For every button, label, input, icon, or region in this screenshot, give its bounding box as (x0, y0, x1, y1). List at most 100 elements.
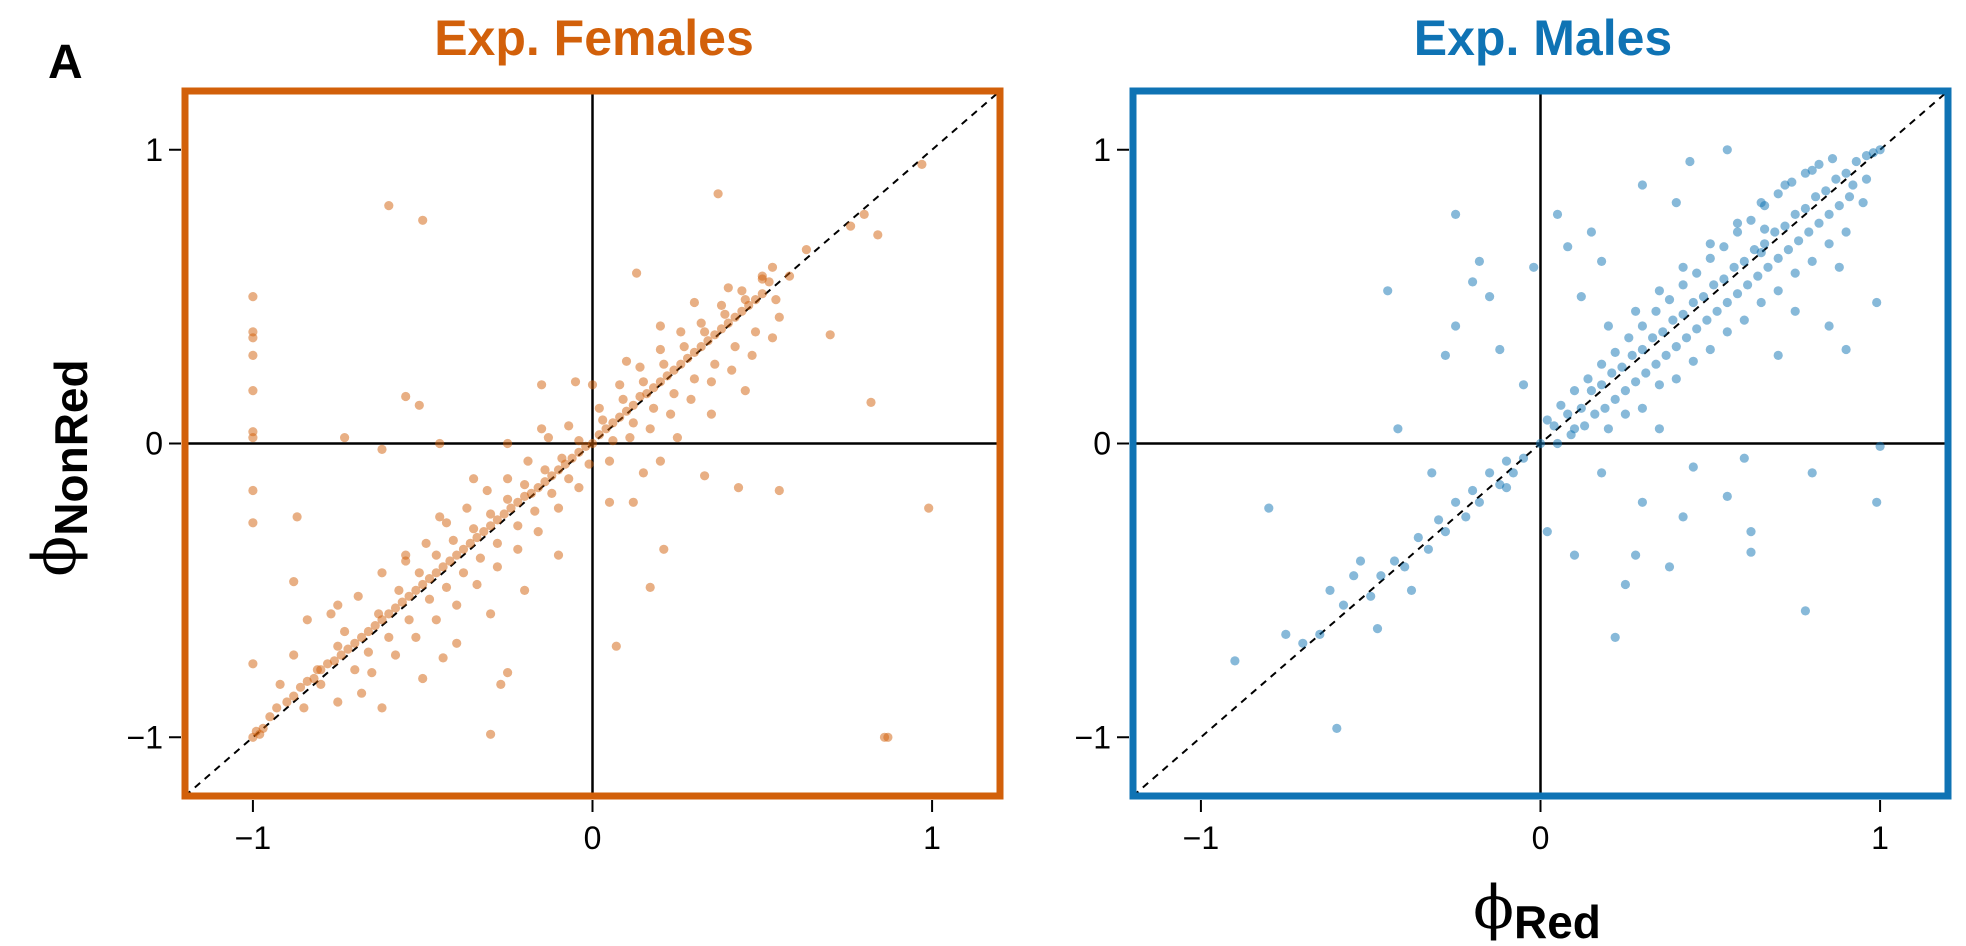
data-point (1451, 209, 1461, 219)
data-point (757, 289, 767, 299)
data-point (700, 471, 710, 481)
data-point (513, 521, 523, 531)
data-point (431, 550, 441, 560)
data-point (1383, 286, 1393, 296)
data-point (486, 729, 496, 739)
data-point (689, 374, 700, 384)
data-point (370, 621, 380, 631)
data-point (594, 403, 604, 413)
data-point (1583, 374, 1593, 384)
data-point (659, 359, 669, 369)
data-point (553, 503, 564, 513)
data-point (679, 342, 689, 352)
data-point (649, 383, 659, 393)
data-point (445, 556, 455, 566)
data-point (340, 626, 350, 637)
x-tick-label: −1 (1183, 820, 1219, 856)
data-point (1637, 180, 1647, 190)
data-point (924, 503, 934, 513)
data-point (513, 544, 523, 554)
data-point (608, 418, 618, 428)
data-point (628, 497, 638, 507)
data-point (295, 682, 306, 692)
data-point (1631, 306, 1641, 316)
data-point (1230, 656, 1240, 666)
data-point (587, 380, 598, 390)
data-point (1400, 562, 1410, 572)
data-point (1569, 424, 1580, 434)
data-point (394, 585, 404, 596)
data-point (1773, 286, 1783, 296)
data-point (1637, 497, 1647, 507)
data-point (1597, 256, 1607, 266)
data-point (1637, 403, 1647, 413)
data-point (1831, 174, 1841, 184)
data-point (1563, 409, 1573, 419)
data-point (1501, 483, 1512, 493)
data-point (404, 591, 414, 601)
data-point (1451, 321, 1461, 331)
data-point (1569, 550, 1580, 560)
data-point (357, 688, 367, 698)
data-point (492, 562, 502, 572)
x-tick-label: 1 (1871, 820, 1889, 856)
data-point (917, 159, 927, 169)
data-point (526, 488, 537, 498)
data-point (1804, 227, 1814, 237)
data-point (1586, 386, 1596, 396)
data-point (1468, 277, 1478, 287)
y-axis-symbol: ϕ (20, 536, 90, 577)
data-point (1824, 209, 1834, 219)
data-point (384, 632, 394, 643)
data-point (553, 550, 564, 560)
data-point (1719, 242, 1729, 252)
data-point (598, 415, 608, 425)
data-point (672, 433, 683, 443)
data-point (1773, 253, 1783, 263)
data-point (1814, 159, 1824, 169)
data-point (520, 480, 530, 490)
data-point (302, 615, 312, 625)
data-point (747, 350, 757, 360)
data-point (503, 494, 513, 504)
data-point (1372, 624, 1383, 634)
data-point (390, 603, 401, 613)
data-point (520, 585, 530, 596)
data-point (689, 297, 700, 308)
data-point (757, 271, 767, 281)
data-point (801, 245, 812, 255)
data-point (1597, 380, 1607, 390)
data-point (1451, 497, 1461, 507)
data-point (621, 356, 632, 366)
data-point (655, 344, 666, 355)
data-point (1794, 236, 1804, 246)
data-point (411, 632, 421, 643)
data-point (1709, 280, 1719, 290)
data-point (329, 656, 339, 666)
data-point (1705, 344, 1715, 355)
data-point (1705, 253, 1715, 263)
data-point (686, 394, 696, 404)
data-point (1875, 145, 1885, 155)
data-point (1746, 215, 1756, 225)
data-point (1722, 297, 1732, 308)
data-point (248, 659, 258, 669)
data-point (350, 638, 360, 648)
data-point (774, 485, 784, 496)
data-point (713, 189, 723, 199)
data-point (367, 668, 377, 678)
data-point (438, 653, 448, 663)
data-point (1678, 512, 1688, 522)
data-point (255, 729, 265, 739)
data-point (628, 418, 638, 428)
data-point (448, 535, 458, 546)
data-point (343, 644, 353, 654)
data-point (1661, 350, 1671, 360)
data-point (411, 585, 421, 596)
data-point (424, 574, 435, 584)
data-point (1807, 256, 1817, 266)
data-point (1315, 629, 1325, 640)
data-point (397, 597, 407, 607)
data-point (618, 394, 628, 404)
